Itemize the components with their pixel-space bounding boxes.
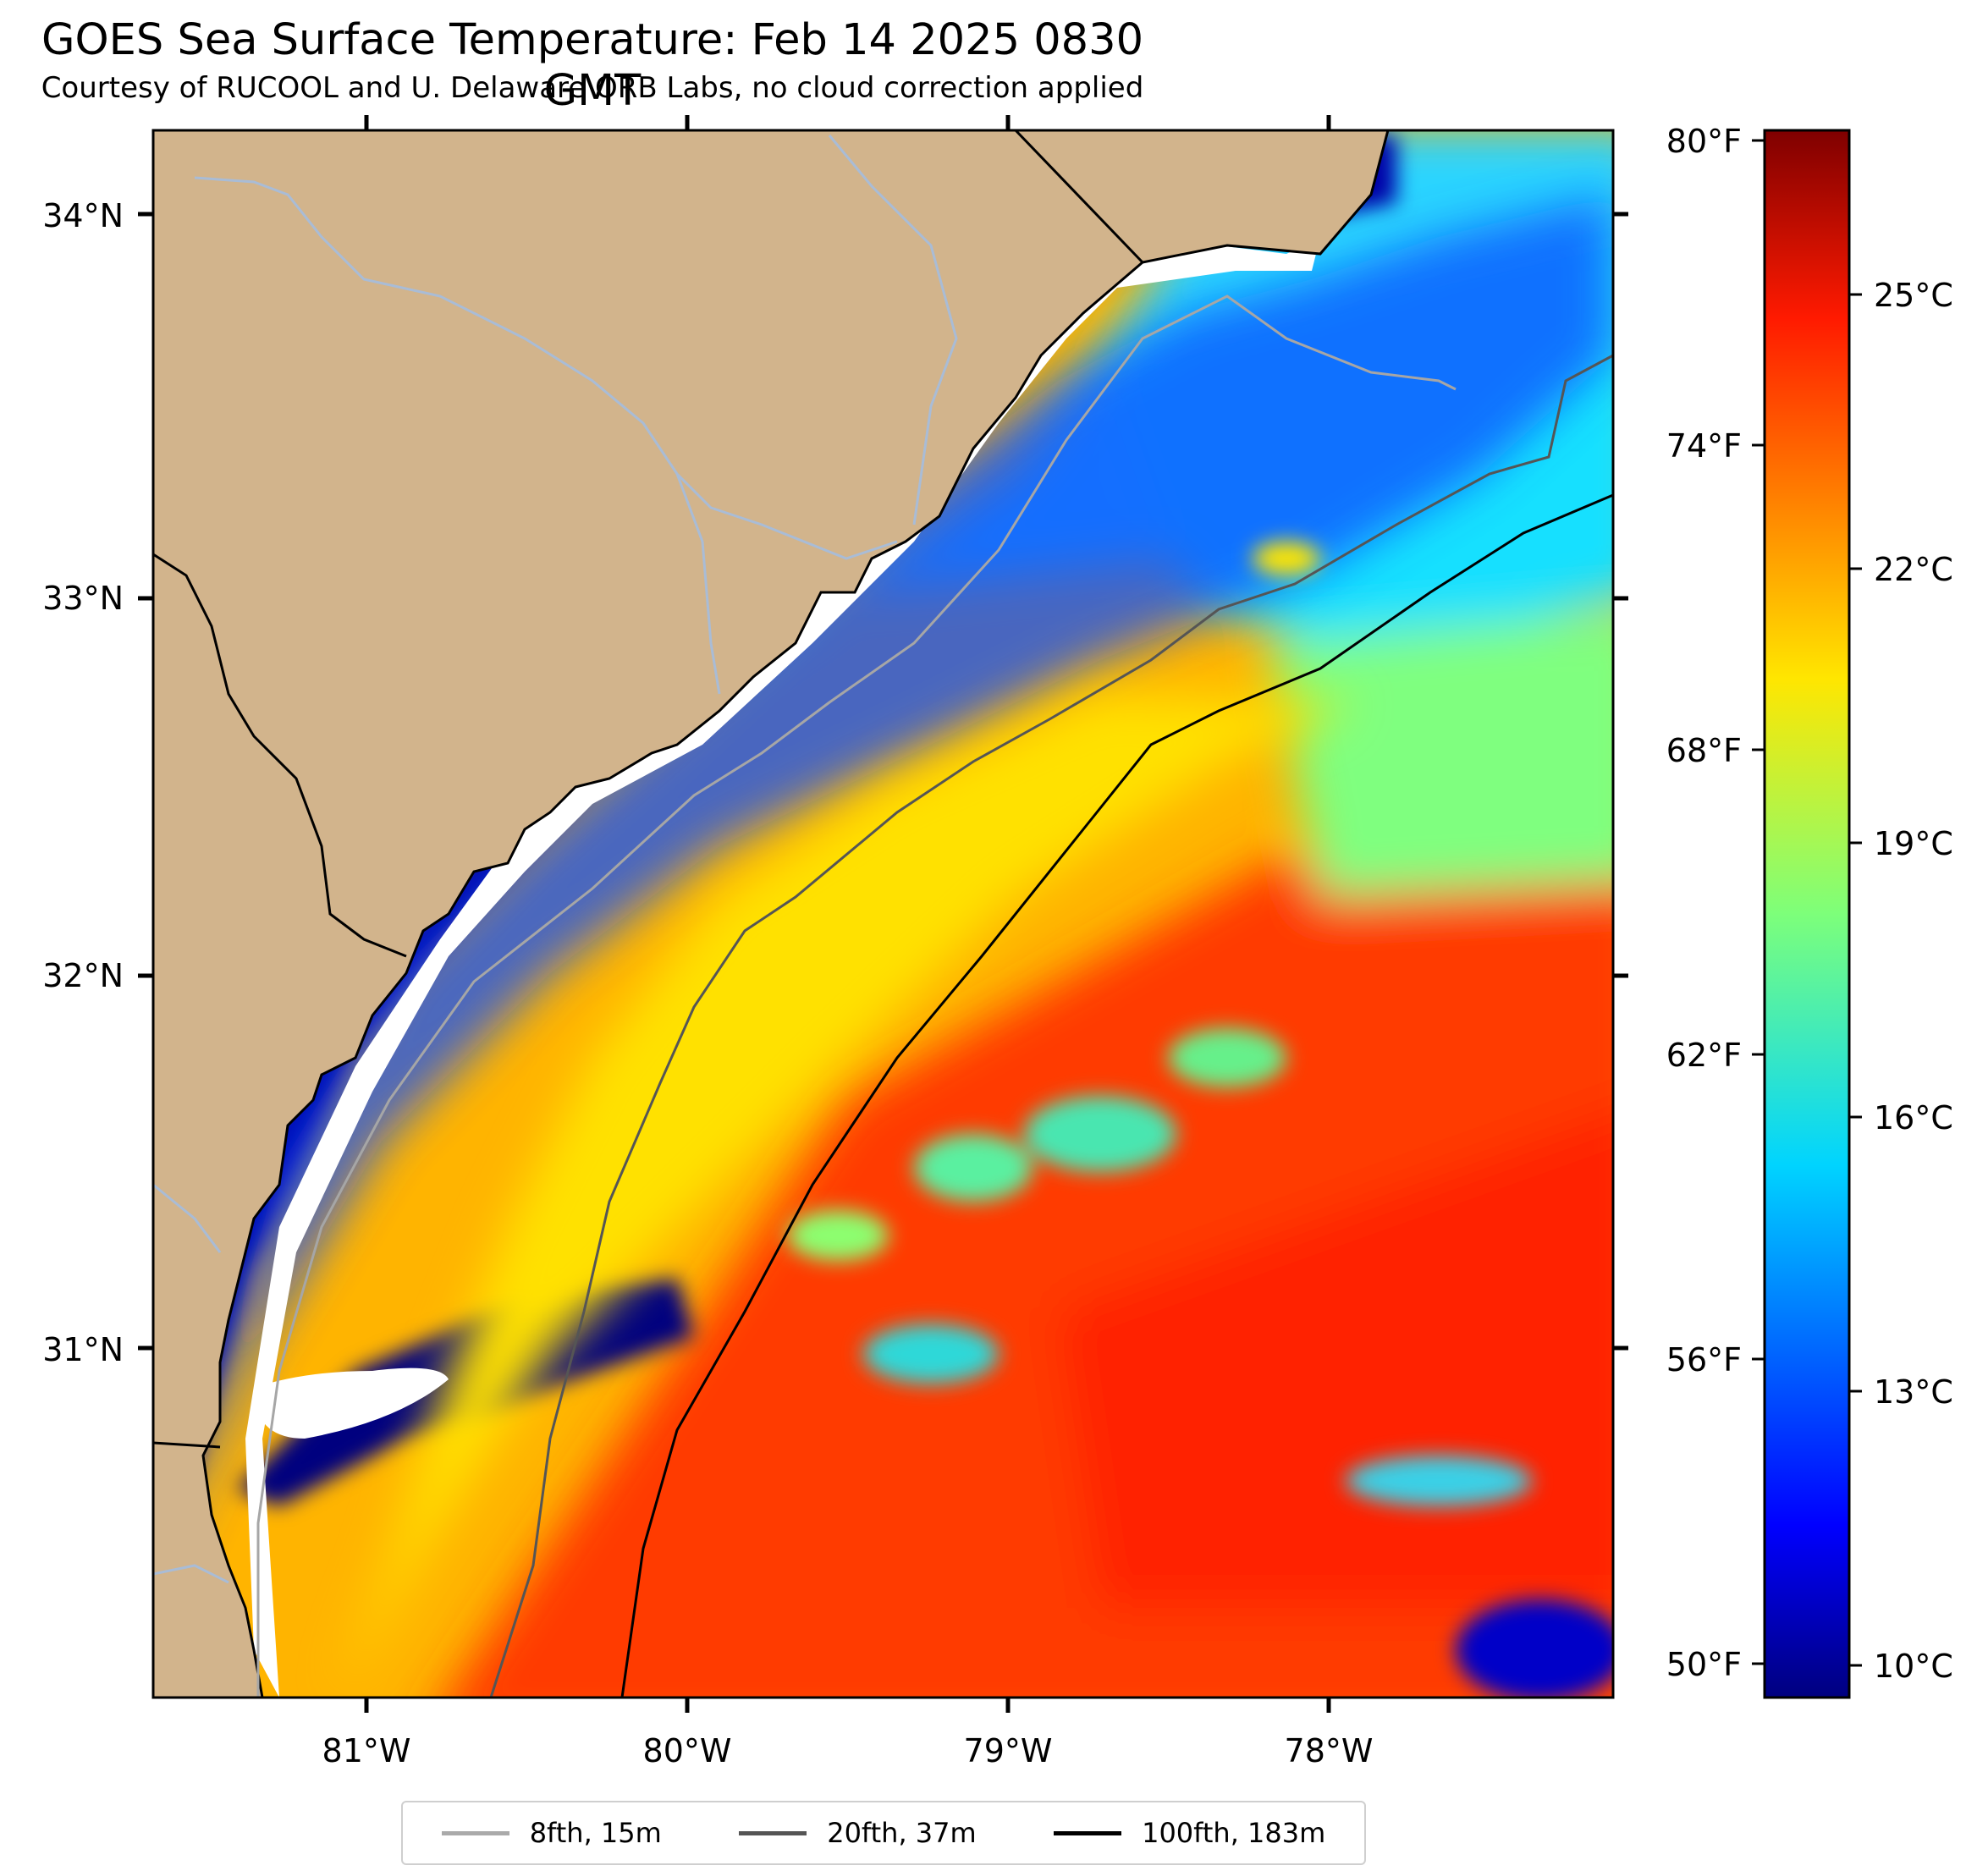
cbar-f-80: 80°F bbox=[1666, 123, 1742, 160]
lat-label-33: 33°N bbox=[42, 580, 124, 617]
cbar-c-22: 22°C bbox=[1874, 551, 1953, 588]
state-border-nc bbox=[1014, 130, 1144, 264]
colorbar-gradient bbox=[1763, 129, 1851, 1699]
isobath-8fth bbox=[256, 294, 1457, 1698]
isobath-legend: 8fth, 15m 20fth, 37m 100fth, 183m bbox=[401, 1801, 1366, 1865]
state-border bbox=[153, 553, 407, 958]
cbar-c-16: 16°C bbox=[1874, 1099, 1953, 1136]
map-title: GOES Sea Surface Temperature: Feb 14 202… bbox=[41, 15, 1144, 116]
rivers bbox=[153, 135, 958, 1584]
cbar-c-10: 10°C bbox=[1874, 1648, 1953, 1685]
warm-shelf-water bbox=[339, 694, 1354, 1698]
cbar-f-62: 62°F bbox=[1666, 1037, 1742, 1074]
cbar-c-25: 25°C bbox=[1874, 277, 1953, 314]
lon-label-78: 78°W bbox=[1285, 1732, 1374, 1769]
cbar-f-68: 68°F bbox=[1666, 732, 1742, 769]
land bbox=[153, 130, 1390, 1698]
legend-label-100fth: 100fth, 183m bbox=[1142, 1817, 1326, 1849]
lat-axis: 34°N 33°N 32°N 31°N bbox=[42, 197, 1628, 1368]
cbar-f-74: 74°F bbox=[1666, 427, 1742, 465]
lat-label-31: 31°N bbox=[42, 1331, 124, 1368]
legend-swatch-20fth bbox=[739, 1830, 807, 1835]
legend-swatch-100fth bbox=[1054, 1830, 1122, 1835]
legend-item-8fth: 8fth, 15m bbox=[441, 1817, 662, 1849]
isobath-100fth bbox=[620, 493, 1613, 1698]
map-subtitle: Courtesy of RUCOOL and U. Delaware ORB L… bbox=[41, 71, 1144, 105]
lon-label-79: 79°W bbox=[964, 1732, 1053, 1769]
cbar-f-56: 56°F bbox=[1666, 1341, 1742, 1378]
map-frame bbox=[151, 129, 1615, 1699]
cbar-f-50: 50°F bbox=[1666, 1646, 1742, 1683]
cool-patches bbox=[787, 542, 1613, 1698]
legend-item-100fth: 100fth, 183m bbox=[1054, 1817, 1325, 1849]
cbar-c-19: 19°C bbox=[1874, 825, 1953, 862]
state-border-south bbox=[153, 1441, 221, 1449]
legend-item-20fth: 20fth, 37m bbox=[739, 1817, 977, 1849]
legend-swatch-8fth bbox=[441, 1830, 509, 1835]
cool-shelf-water bbox=[153, 195, 1613, 1608]
legend-label-8fth: 8fth, 15m bbox=[529, 1817, 662, 1849]
lon-label-80: 80°W bbox=[643, 1732, 732, 1769]
map-area bbox=[153, 130, 1613, 1698]
lon-label-81: 81°W bbox=[322, 1732, 411, 1769]
nodata-patch bbox=[254, 1367, 449, 1439]
legend-label-20fth: 20fth, 37m bbox=[827, 1817, 977, 1849]
colorbar: 80°F 74°F 68°F 62°F 56°F 50°F 25°C 22°C … bbox=[1666, 123, 1953, 1699]
lat-label-34: 34°N bbox=[42, 197, 124, 234]
isobath-20fth bbox=[489, 354, 1613, 1698]
lon-axis: 81°W 80°W 79°W 78°W bbox=[322, 115, 1374, 1769]
lat-label-32: 32°N bbox=[42, 957, 124, 994]
cbar-c-13: 13°C bbox=[1874, 1373, 1953, 1411]
